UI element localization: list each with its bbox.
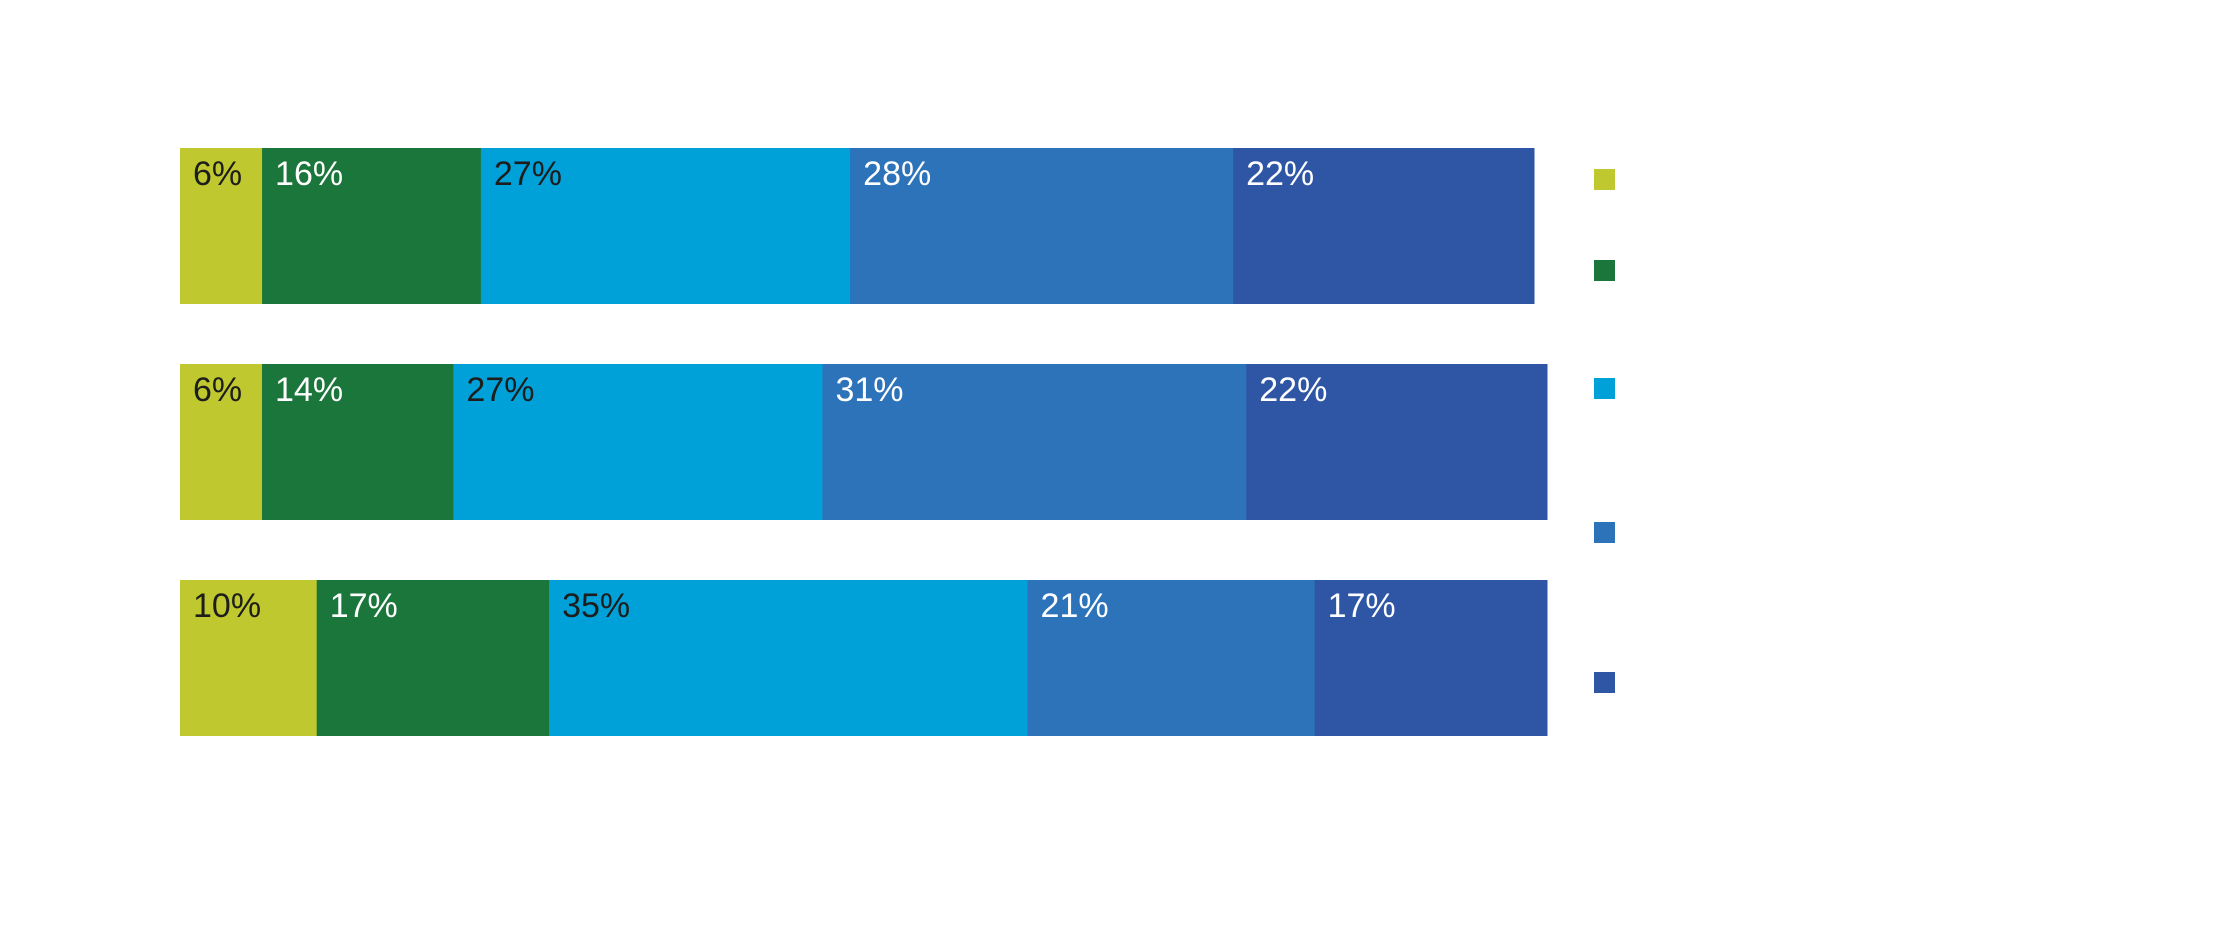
data-label-row2-series2: 14% [275, 371, 343, 409]
data-label-row3-series5: 17% [1328, 587, 1396, 625]
bar-segment-row2-series2 [262, 364, 454, 520]
data-label-row2-series5: 22% [1259, 371, 1327, 409]
legend [1594, 169, 1615, 693]
data-label-row3-series3: 35% [562, 587, 630, 625]
legend-swatch-2 [1594, 260, 1615, 281]
data-label-row3-series2: 17% [330, 587, 398, 625]
data-label-row1-series5: 22% [1246, 155, 1314, 193]
bar-segment-row3-series4 [1027, 580, 1316, 736]
bar-segment-row3-series1 [180, 580, 318, 736]
data-label-row1-series2: 16% [275, 155, 343, 193]
data-label-row3-series4: 21% [1041, 587, 1109, 625]
bar-segment-row3-series2 [316, 580, 550, 736]
legend-swatch-4 [1594, 522, 1615, 543]
bar-segment-row1-series3 [480, 148, 851, 304]
bars-layer [180, 148, 1548, 736]
bar-segment-row1-series2 [262, 148, 482, 304]
data-label-row2-series1: 6% [193, 371, 242, 409]
bar-segment-row1-series4 [850, 148, 1234, 304]
data-label-row2-series3: 27% [466, 371, 534, 409]
data-label-row1-series4: 28% [863, 155, 931, 193]
bar-segment-row1-series5 [1233, 148, 1535, 304]
data-label-row3-series1: 10% [193, 587, 261, 625]
bar-segment-row2-series3 [453, 364, 823, 520]
data-labels-layer: 6% 16% 27% 28% 22% 6% 14% 27% 31% 22% 10% 17% 35% 21%… [193, 155, 1396, 625]
legend-swatch-5 [1594, 672, 1615, 693]
legend-swatch-1 [1594, 169, 1615, 190]
bar-segment-row2-series1 [180, 364, 263, 520]
data-label-row1-series3: 27% [494, 155, 562, 193]
bar-segment-row1-series1 [180, 148, 263, 304]
bar-segment-row2-series4 [822, 364, 1247, 520]
bar-segment-row3-series3 [549, 580, 1029, 736]
data-label-row2-series4: 31% [835, 371, 903, 409]
bar-segment-row3-series5 [1314, 580, 1548, 736]
data-label-row1-series1: 6% [193, 155, 242, 193]
bar-segment-row2-series5 [1246, 364, 1548, 520]
legend-swatch-3 [1594, 378, 1615, 399]
